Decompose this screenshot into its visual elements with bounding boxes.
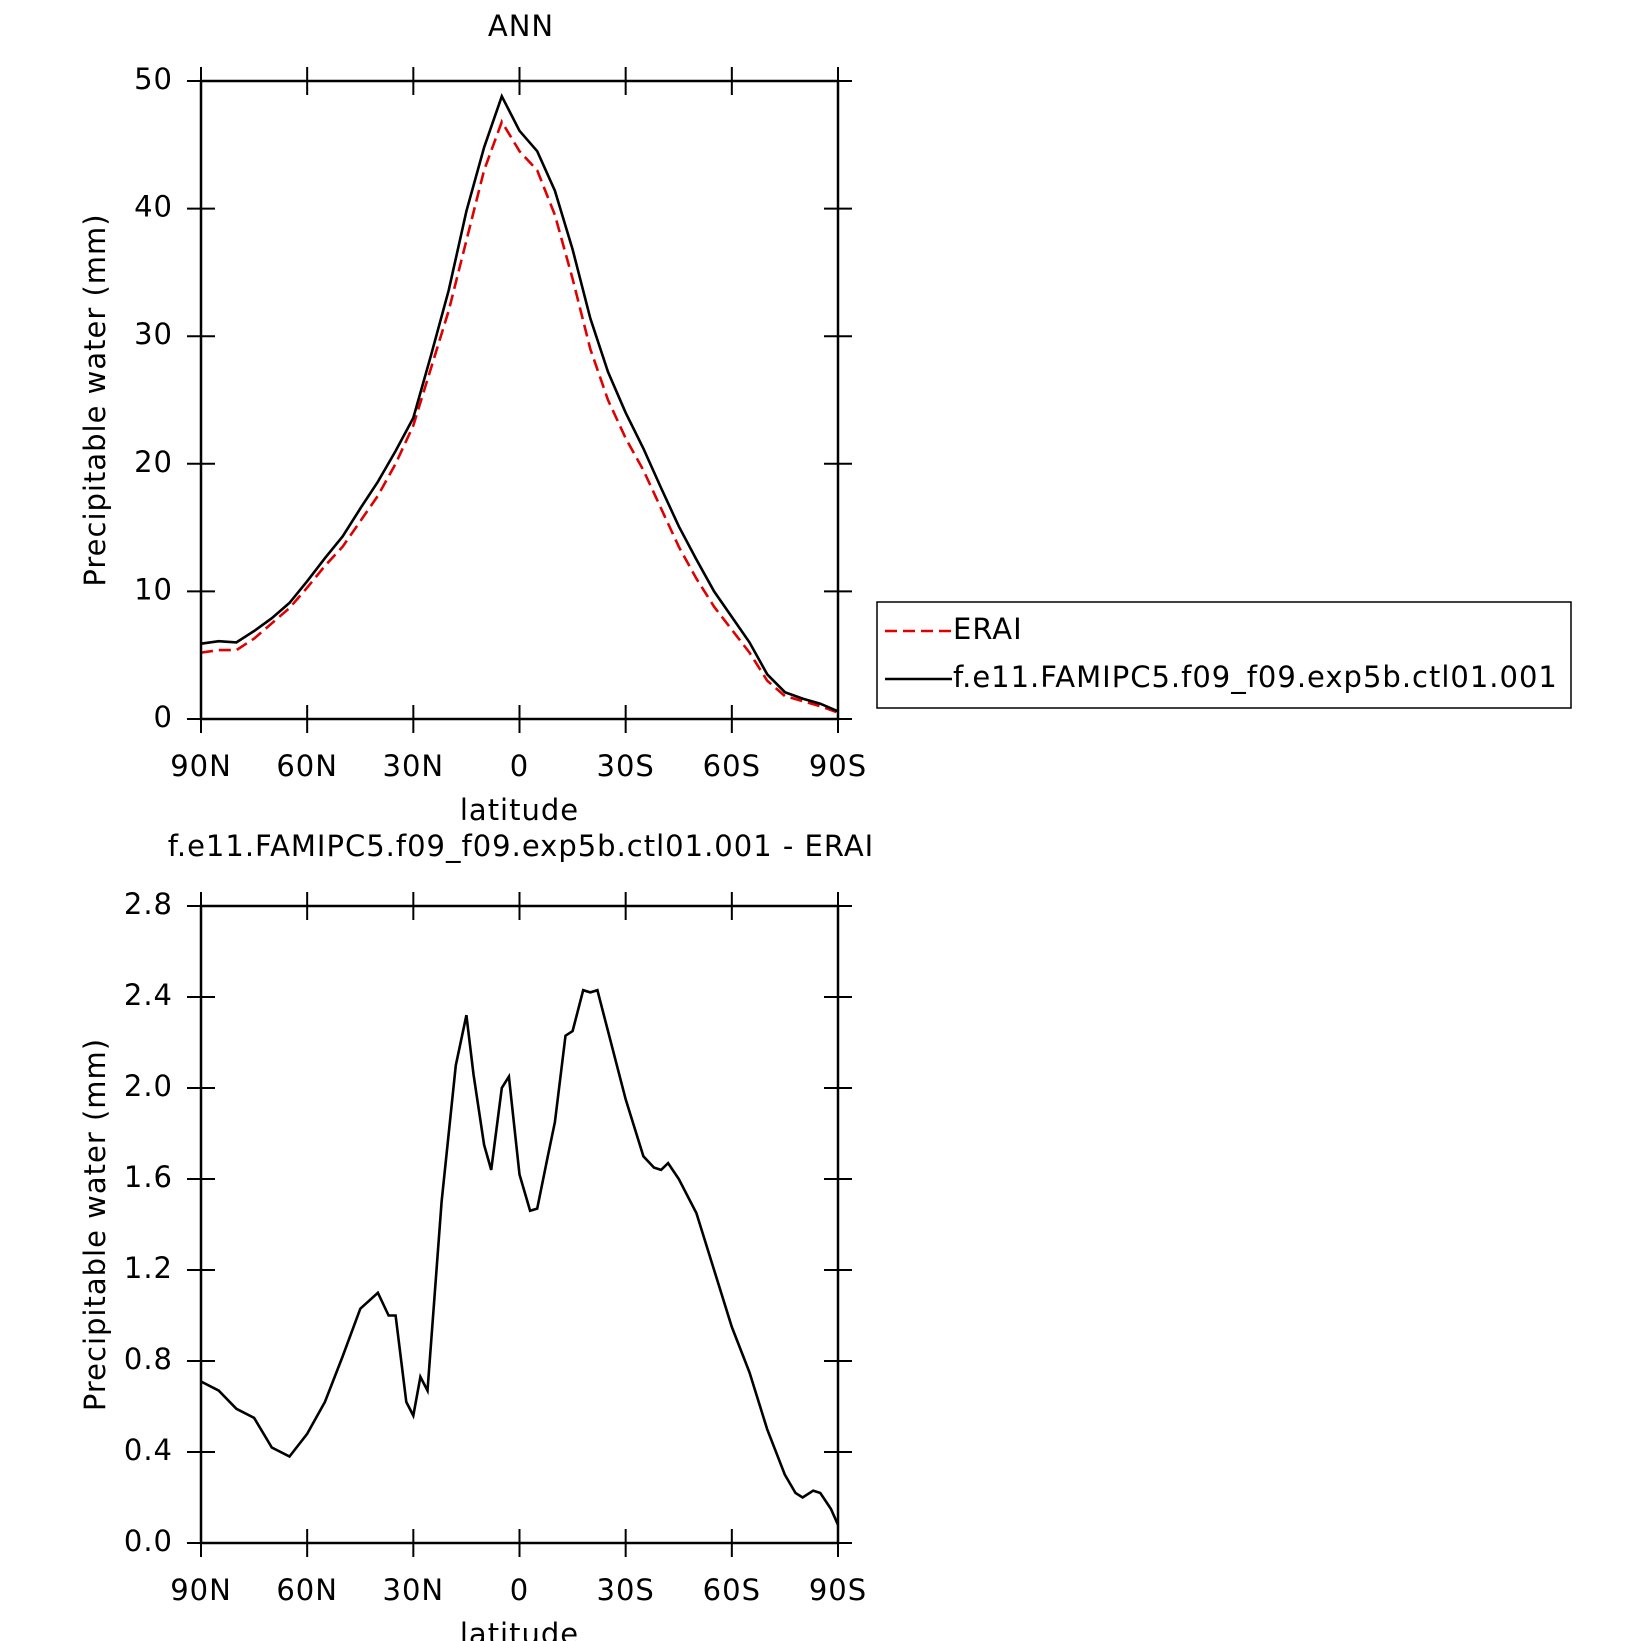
x-tick-label: 30S [597,749,655,783]
data-line [200,92,839,713]
y-tick-label: 1.2 [124,1251,173,1285]
x-tick-label: 90S [809,1573,867,1607]
legend-box [876,601,1572,709]
x-tick-label: 0 [510,1573,529,1607]
x-tick-label: 90N [170,1573,232,1607]
x-tick-label: 90N [170,749,232,783]
x-tick-label: 90S [809,749,867,783]
legend-label: ERAI [953,612,1023,646]
y-tick-label: 0 [154,700,173,734]
chart-title: ANN [488,9,554,43]
data-line [200,988,840,1526]
plot-frame [199,79,840,721]
x-tick-label: 60S [703,1573,761,1607]
y-tick-label: 20 [134,445,173,479]
y-tick-label: 2.8 [124,887,173,921]
data-line [200,118,839,714]
x-axis-label: latitude [460,1617,579,1641]
x-tick-label: 60N [276,1573,338,1607]
y-tick-label: 30 [134,317,173,351]
chart-title: f.e11.FAMIPC5.f09_f09.exp5b.ctl01.001 - … [168,829,874,863]
x-tick-label: 60N [276,749,338,783]
legend-label: f.e11.FAMIPC5.f09_f09.exp5b.ctl01.001 [953,660,1558,694]
y-tick-label: 0.8 [124,1342,173,1376]
y-axis-label: Precipitable water (mm) [78,1038,112,1411]
plot-frame [199,904,840,1545]
y-axis-label: Precipitable water (mm) [78,213,112,586]
y-tick-label: 2.0 [124,1069,173,1103]
x-tick-label: 60S [703,749,761,783]
y-tick-label: 0.4 [124,1433,173,1467]
x-tick-label: 30S [597,1573,655,1607]
x-tick-label: 0 [510,749,529,783]
y-tick-label: 50 [134,62,173,96]
x-tick-label: 30N [383,1573,445,1607]
y-tick-label: 0.0 [124,1524,173,1558]
x-axis-label: latitude [460,793,579,827]
y-tick-label: 1.6 [124,1160,173,1194]
y-tick-label: 40 [134,190,173,224]
y-tick-label: 2.4 [124,978,173,1012]
y-tick-label: 10 [134,572,173,606]
x-tick-label: 30N [383,749,445,783]
